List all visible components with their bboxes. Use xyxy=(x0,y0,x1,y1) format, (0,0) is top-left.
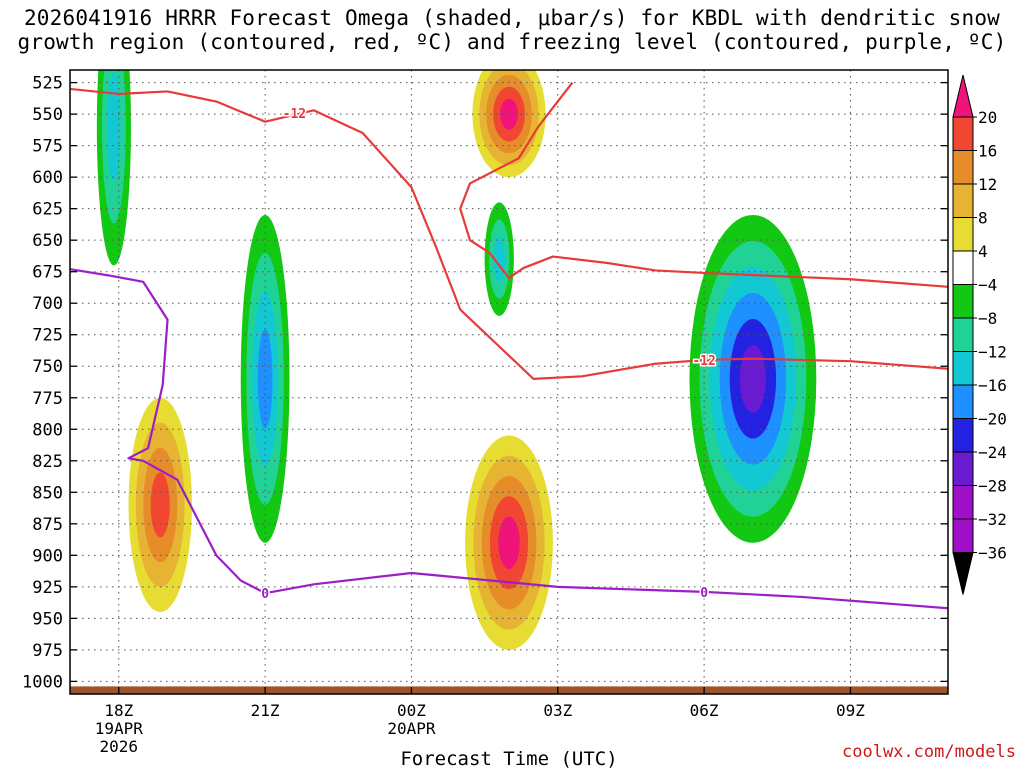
omega-band xyxy=(739,345,766,413)
colorbar-segment xyxy=(952,418,974,453)
y-tick-label: 875 xyxy=(32,515,63,535)
x-tick-label: 21Z xyxy=(251,701,280,720)
contour-label-dendritic-minus12: -12 xyxy=(283,107,306,122)
y-tick-label: 975 xyxy=(32,641,63,661)
chart-title: 2026041916 HRRR Forecast Omega (shaded, … xyxy=(0,6,1024,54)
y-tick-label: 800 xyxy=(32,420,63,440)
x-tick-label: 20APR xyxy=(387,719,436,738)
contour-label-freezing-level-0: 0 xyxy=(261,587,269,602)
y-tick-label: 600 xyxy=(32,168,63,188)
omega-band xyxy=(150,472,170,538)
omega-band xyxy=(107,72,121,182)
x-axis-label: Forecast Time (UTC) xyxy=(400,748,617,768)
colorbar-segment xyxy=(952,250,974,285)
colorbar-tick-label: −4 xyxy=(978,276,997,295)
y-tick-label: 900 xyxy=(32,546,63,566)
colorbar-segment xyxy=(952,150,974,185)
contour-dendritic-minus12 xyxy=(70,87,948,380)
contour-freezing-level-0 xyxy=(70,268,948,610)
y-tick-label: 675 xyxy=(32,263,63,283)
y-tick-label: 950 xyxy=(32,609,63,629)
x-tick-label: 18Z xyxy=(104,701,133,720)
credit-link[interactable]: coolwx.com/models xyxy=(842,742,1016,762)
y-tick-label: 625 xyxy=(32,200,63,220)
omega-band xyxy=(257,329,273,429)
x-tick-label: 00Z xyxy=(397,701,426,720)
colorbar-tick-label: 4 xyxy=(978,242,988,261)
colorbar-tick-label: −12 xyxy=(978,343,1007,362)
colorbar-tick-label: −16 xyxy=(978,376,1007,395)
colorbar-tick-label: 12 xyxy=(978,175,997,194)
colorbar-tick-label: −28 xyxy=(978,477,1007,496)
x-tick-label: 03Z xyxy=(543,701,572,720)
colorbar-segment xyxy=(952,317,974,352)
x-tick-label: 06Z xyxy=(690,701,719,720)
colorbar-tick-label: 20 xyxy=(978,108,997,127)
omega-band xyxy=(498,516,520,570)
colorbar-segment xyxy=(952,116,974,151)
y-tick-label: 750 xyxy=(32,357,63,377)
chart-title-line1: 2026041916 HRRR Forecast Omega (shaded, … xyxy=(23,6,1001,30)
plot-frame xyxy=(69,69,949,695)
contour-label-freezing-level-0: 0 xyxy=(700,586,708,601)
colorbar-segment xyxy=(952,284,974,319)
ground-band xyxy=(70,686,948,694)
omega-feature-sinking-column-17z xyxy=(96,70,131,266)
colorbar-tick-label: −24 xyxy=(978,443,1007,462)
contour-dendritic-minus12-upper xyxy=(459,81,948,288)
y-tick-label: 700 xyxy=(32,294,63,314)
omega-feature-sinking-broad-07z xyxy=(689,214,817,543)
y-tick-label: 825 xyxy=(32,452,63,472)
omega-feature-lift-core-19z xyxy=(128,397,192,613)
y-tick-label: 850 xyxy=(32,483,63,503)
y-tick-label: 525 xyxy=(32,74,63,94)
omega-feature-lift-aloft-02z xyxy=(472,70,546,178)
y-tick-label: 575 xyxy=(32,137,63,157)
colorbar-tick-label: −36 xyxy=(978,544,1007,563)
colorbar-segment xyxy=(952,217,974,252)
x-tick-label: 2026 xyxy=(100,737,139,756)
colorbar-tick-label: 8 xyxy=(978,209,988,228)
colorbar-tick-label: −20 xyxy=(978,410,1007,429)
colorbar-tick-label: 16 xyxy=(978,142,997,161)
colorbar-top-arrow xyxy=(952,74,974,118)
colorbar-segment xyxy=(952,485,974,520)
colorbar-segment xyxy=(952,518,974,553)
x-tick-label: 09Z xyxy=(836,701,865,720)
y-tick-label: 725 xyxy=(32,326,63,346)
colorbar-bottom-arrow xyxy=(952,552,974,595)
colorbar-tick-label: −8 xyxy=(978,309,997,328)
contour-label-dendritic-minus12: -12 xyxy=(692,354,715,369)
y-tick-label: 550 xyxy=(32,105,63,125)
y-tick-label: 1000 xyxy=(22,672,63,692)
omega-feature-lift-core-02z xyxy=(465,435,553,650)
y-tick-label: 775 xyxy=(32,389,63,409)
colorbar-segment xyxy=(952,384,974,419)
colorbar-segment xyxy=(952,451,974,486)
omega-feature-sinking-column-21z xyxy=(240,214,290,543)
y-tick-label: 650 xyxy=(32,231,63,251)
chart-title-line2: growth region (contoured, red, ºC) and f… xyxy=(17,30,1007,54)
colorbar-tick-label: −32 xyxy=(978,510,1007,529)
omega-feature-sinking-small-0130z xyxy=(484,202,514,316)
x-tick-label: 19APR xyxy=(95,719,144,738)
colorbar-segment xyxy=(952,183,974,218)
y-tick-label: 925 xyxy=(32,578,63,598)
colorbar-segment xyxy=(952,351,974,386)
